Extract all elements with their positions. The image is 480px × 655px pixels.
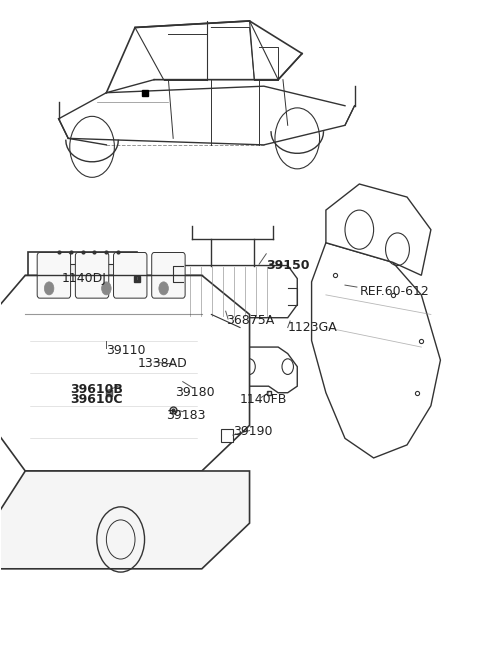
Polygon shape: [0, 275, 250, 471]
Bar: [135, 303, 142, 314]
Polygon shape: [144, 347, 297, 393]
Bar: [221, 428, 233, 441]
Bar: [135, 322, 142, 334]
Text: 36875A: 36875A: [226, 314, 274, 328]
Text: 1140DJ: 1140DJ: [61, 272, 107, 285]
Text: 39190: 39190: [233, 425, 272, 438]
FancyBboxPatch shape: [48, 264, 117, 345]
FancyBboxPatch shape: [114, 252, 147, 298]
FancyBboxPatch shape: [28, 252, 137, 357]
Text: 1338AD: 1338AD: [137, 357, 187, 370]
Circle shape: [44, 282, 54, 295]
Polygon shape: [173, 265, 297, 318]
Circle shape: [159, 282, 168, 295]
Text: 39183: 39183: [166, 409, 205, 422]
Text: 1123GA: 1123GA: [288, 321, 337, 334]
Text: REF.60-612: REF.60-612: [360, 285, 429, 298]
FancyBboxPatch shape: [152, 252, 185, 298]
Polygon shape: [0, 471, 250, 569]
Text: 39610B: 39610B: [71, 383, 123, 396]
Text: 39610C: 39610C: [71, 393, 123, 405]
FancyBboxPatch shape: [75, 252, 109, 298]
Bar: [135, 283, 142, 295]
Bar: [135, 263, 142, 275]
Polygon shape: [326, 184, 431, 275]
Text: 1140FB: 1140FB: [240, 393, 288, 405]
Circle shape: [102, 282, 111, 295]
Text: 39150: 39150: [266, 259, 310, 272]
Polygon shape: [312, 243, 441, 458]
Text: 39180: 39180: [176, 386, 215, 399]
FancyBboxPatch shape: [37, 252, 71, 298]
Text: 39110: 39110: [107, 344, 146, 357]
